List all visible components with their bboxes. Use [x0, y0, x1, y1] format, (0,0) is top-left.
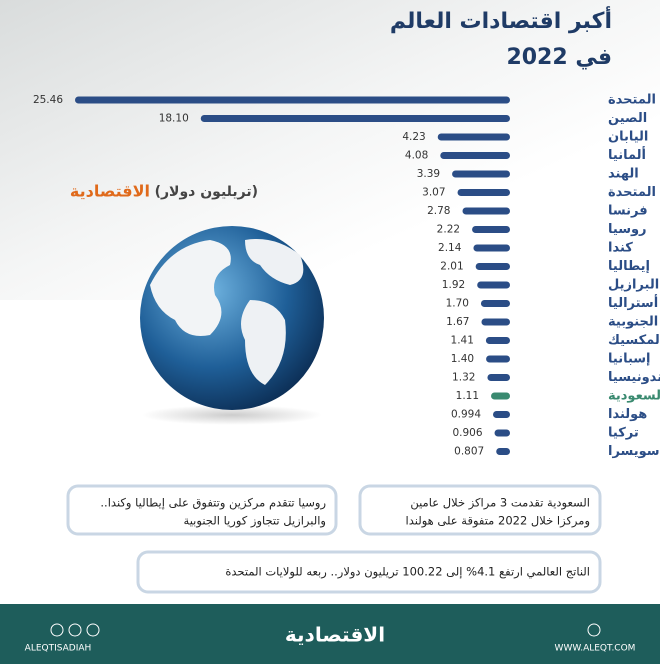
value-label: 1.41: [451, 335, 474, 347]
value-label: 1.70: [446, 298, 469, 310]
category-label: تركيا: [608, 426, 639, 441]
bar: [473, 244, 510, 252]
bar: [481, 318, 510, 326]
footer-website: WWW.ALEQT.COM: [555, 644, 636, 654]
continent: [241, 300, 286, 385]
bar: [494, 429, 510, 437]
bar: [477, 281, 510, 289]
brand: الاقتصادية: [70, 182, 150, 201]
note-text: والبرازيل تتجاوز كوريا الجنوبية: [184, 514, 326, 529]
bar: [200, 115, 511, 122]
note-text: السعودية تقدمت 3 مراكز خلال عامين: [410, 496, 590, 511]
category-label: البرازيل: [608, 278, 659, 293]
icon: [68, 623, 82, 637]
bar: [496, 448, 510, 455]
bar: [440, 152, 510, 159]
value-label: 3.39: [417, 168, 440, 180]
icon: [86, 623, 100, 637]
note-box: [66, 484, 338, 536]
bar: [475, 263, 510, 270]
category-label: إسبانيا: [608, 352, 651, 367]
category-label: المكسيك: [608, 333, 660, 348]
category-label: السعودية: [608, 389, 660, 404]
category-label: سويسرا: [608, 444, 660, 459]
category-label: الهند: [608, 167, 639, 182]
icon: [50, 623, 64, 637]
value-label: 0.807: [454, 446, 484, 458]
value-label: 2.14: [438, 242, 462, 254]
bar: [437, 133, 510, 141]
bar: [493, 411, 510, 418]
value-label: 4.23: [402, 131, 425, 143]
value-label: 4.08: [405, 150, 428, 162]
note-box: [358, 484, 602, 536]
bar: [487, 374, 510, 381]
category-label: الولايات المتحدة: [608, 93, 660, 108]
money-backdrop: [0, 0, 660, 300]
category-label: المملكة المتحدة: [608, 185, 660, 200]
note-text: الناتج العالمي ارتفع 4.1% إلى 100.22 تري…: [225, 565, 590, 580]
icon: [587, 623, 601, 637]
value-label: 0.994: [451, 409, 481, 421]
bar: [485, 337, 510, 344]
continent: [245, 239, 304, 285]
value-label: 2.22: [437, 224, 460, 236]
value-label: 25.46: [33, 94, 63, 106]
bar: [462, 207, 510, 215]
footer-logo: الاقتصادية: [285, 623, 385, 647]
bar: [452, 170, 510, 178]
value-label: 0.906: [452, 427, 482, 439]
bar: [480, 300, 510, 307]
category-label: اليابان: [608, 130, 648, 145]
value-label: 3.07: [422, 187, 445, 199]
category-label: روسيا: [608, 222, 647, 237]
note-box: [136, 550, 602, 594]
continent: [150, 240, 231, 336]
footer-handle: ALEQTISADIAH: [25, 644, 92, 654]
category-label: إيطاليا: [608, 259, 650, 274]
value-label: 2.01: [440, 261, 463, 273]
value-label: 1.40: [451, 353, 474, 365]
bar: [457, 189, 510, 196]
title: أكبر اقتصادات العالم: [390, 5, 612, 34]
value-label: 2.78: [427, 205, 450, 217]
footer: [0, 604, 660, 664]
value-label: 1.67: [446, 316, 469, 328]
bar: [75, 96, 510, 104]
bar: [472, 226, 510, 233]
category-label: إندونيسيا: [608, 370, 660, 385]
category-label: كندا: [608, 241, 633, 256]
bar: [491, 392, 510, 400]
category-label: ألمانيا: [608, 146, 646, 163]
note-text: روسيا تتقدم مركزين وتتفوق على إيطاليا وك…: [100, 496, 326, 511]
category-label: فرنسا: [608, 204, 648, 219]
category-label: كوريا الجنوبية: [608, 315, 660, 330]
bar: [486, 355, 510, 363]
value-label: 1.92: [442, 279, 465, 291]
value-label: 1.11: [456, 390, 479, 402]
note-text: ومركزا خلال 2022 متفوقة على هولندا: [406, 514, 590, 529]
category-label: هولندا: [608, 407, 647, 422]
unit-label: (تريليون دولار): [155, 184, 258, 200]
category-label: الصين: [608, 111, 647, 126]
category-label: أستراليا: [608, 294, 658, 311]
subtitle: في 2022: [506, 45, 612, 70]
value-label: 1.32: [452, 372, 475, 384]
value-label: 18.10: [159, 113, 189, 125]
globe-shadow: [142, 405, 322, 425]
